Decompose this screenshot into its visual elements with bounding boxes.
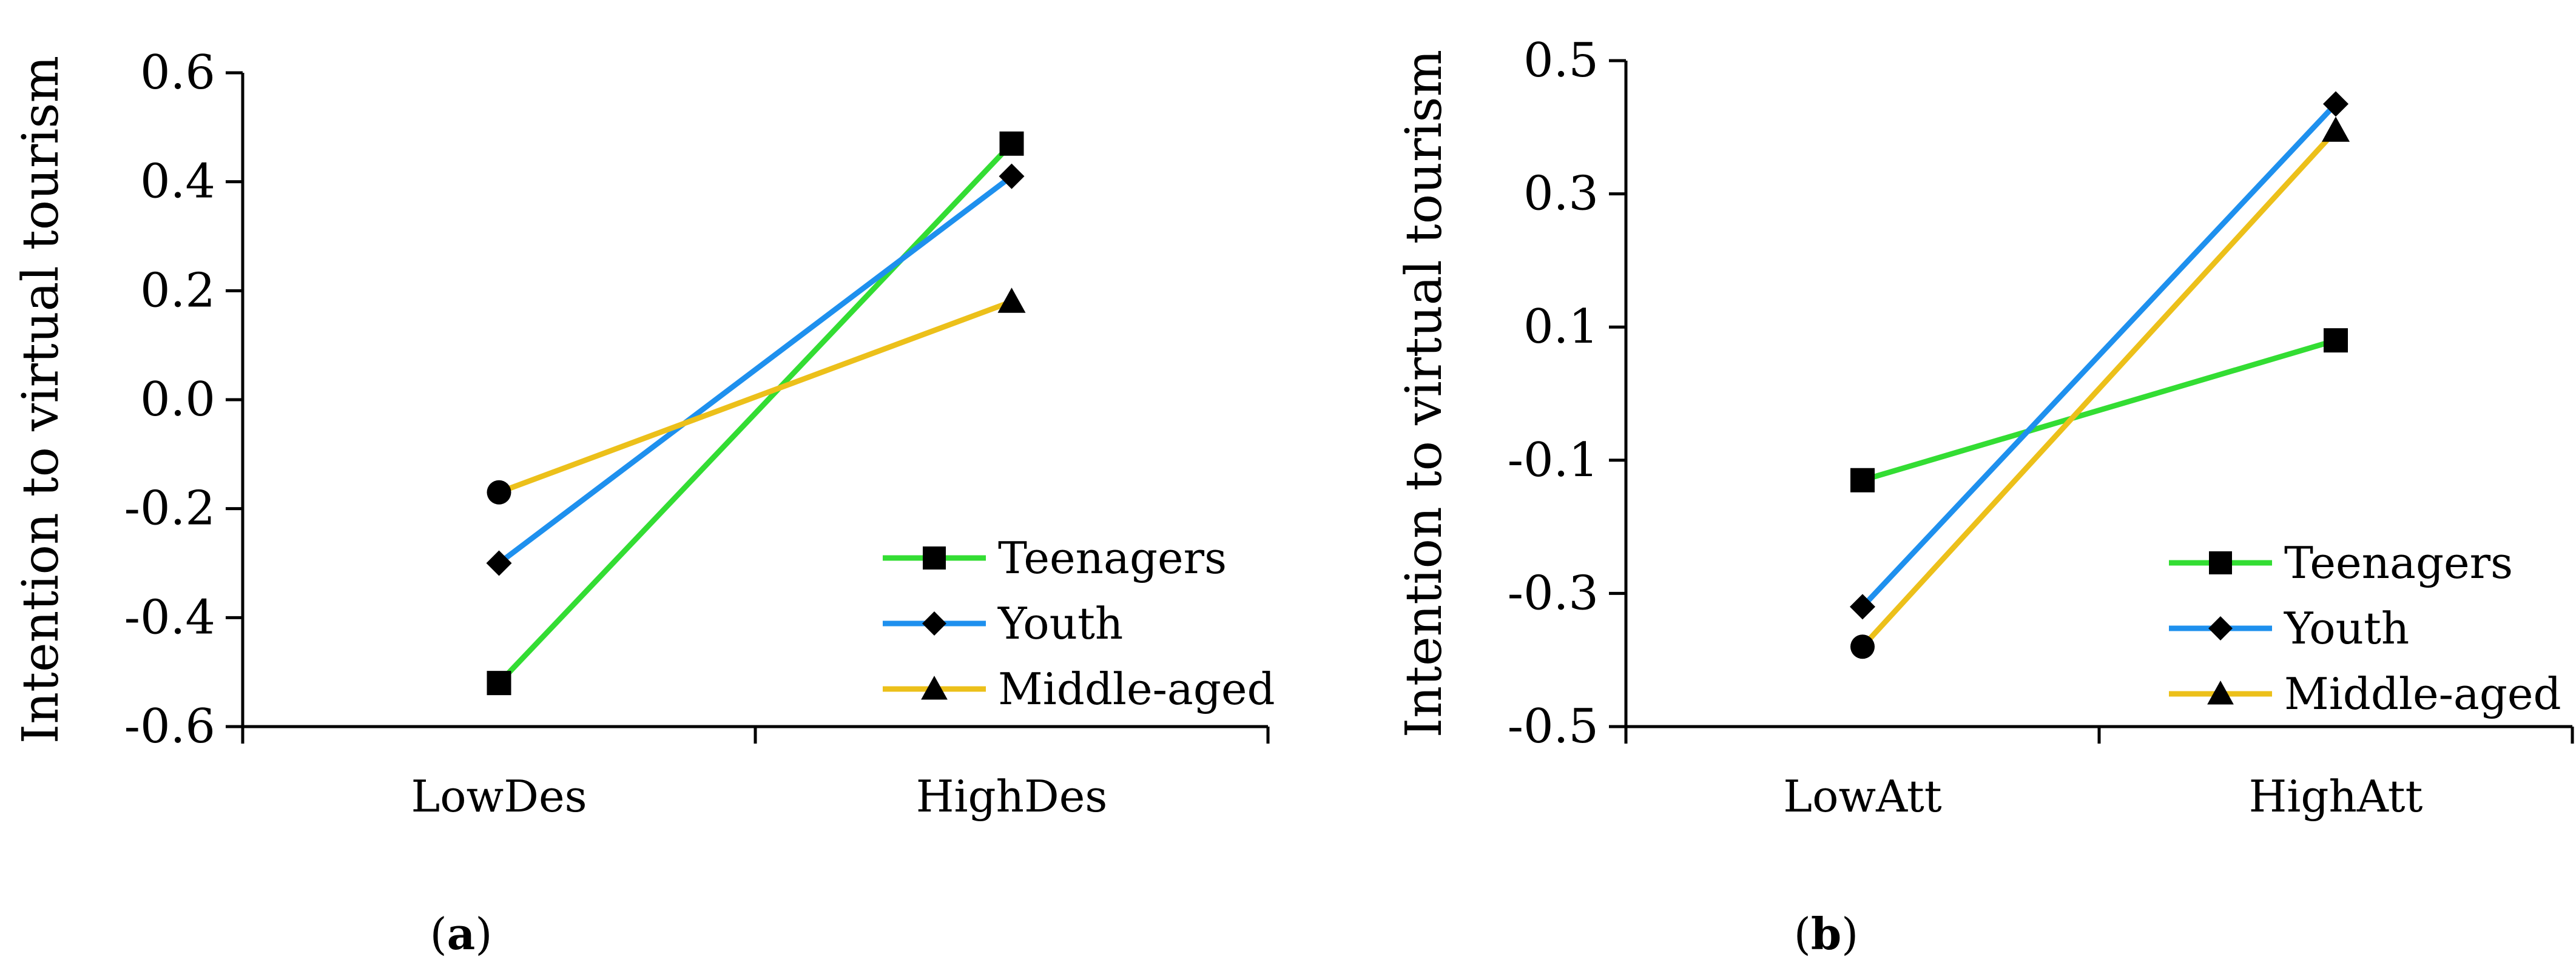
panel-b-point-middle_aged-0	[1850, 634, 1875, 659]
panel-a-point-middle_aged-1	[997, 287, 1026, 313]
panel-b-legend-label-youth: Youth	[2284, 603, 2409, 654]
panel-a-x-tick-label: HighDes	[916, 771, 1108, 822]
panel-a-x-tick-label: LowDes	[411, 771, 587, 822]
panel-b-series-line-middle_aged	[1860, 129, 2338, 649]
panel-b-series-line-teenagers	[1861, 337, 2337, 483]
panel-b-y-tick-label: -0.5	[1508, 699, 1599, 754]
panel-a-caption-letter: a	[447, 908, 476, 960]
panel-b-caption: (b)	[1794, 908, 1859, 960]
panel-a-y-tick-label: -0.2	[124, 482, 215, 536]
panel-a-legend-label-middle_aged: Middle-aged	[998, 664, 1275, 714]
panel-a-point-youth-1	[999, 163, 1025, 189]
chart-panel-a: -0.6 -0.4 -0.2 0.0 0.2 0.4 0.6 LowDes HighDes Int…	[12, 45, 1275, 822]
panel-a-y-tick-label: 0.6	[140, 45, 215, 100]
panel-a-y-axis-title: Intention to virtual tourism	[12, 56, 70, 744]
panel-b-y-tick-label: 0.3	[1523, 167, 1599, 221]
panel-b-legend-marker-teenagers	[2209, 551, 2232, 574]
panel-b-series-line-youth	[1860, 102, 2338, 609]
panel-b-legend-label-middle_aged: Middle-aged	[2284, 668, 2561, 719]
panel-b-legend-marker-middle_aged	[2207, 681, 2234, 705]
panel-a-series-line-youth	[497, 174, 1014, 566]
panel-a-legend-marker-middle_aged	[921, 676, 948, 700]
panel-a-caption: (a)	[430, 908, 493, 960]
panel-a-y-tick-label: -0.4	[124, 590, 215, 645]
panel-b-point-youth-1	[2323, 91, 2348, 117]
panel-b-point-teenagers-0	[1850, 468, 1875, 492]
panel-b-point-youth-0	[1850, 594, 1875, 620]
chart-panel-b: -0.5 -0.3 -0.1 0.1 0.3 0.5 LowAtt HighAtt Intent…	[1395, 33, 2574, 822]
panel-b-y-tick-label: -0.3	[1508, 566, 1599, 620]
panel-b-point-teenagers-1	[2324, 328, 2348, 353]
panel-a-y-tick-label: 0.0	[140, 372, 215, 427]
panel-a-legend-label-youth: Youth	[997, 598, 1123, 649]
panel-b-x-tick-label: LowAtt	[1783, 771, 1941, 822]
panel-b-y-axis-title: Intention to virtual tourism	[1395, 50, 1453, 738]
panel-a-y-tick-label: 0.4	[140, 155, 215, 209]
panel-b-y-tick-label: 0.1	[1523, 300, 1599, 354]
panel-a-legend-label-teenagers: Teenagers	[998, 533, 1227, 583]
panel-b-legend-label-teenagers: Teenagers	[2284, 537, 2513, 588]
panel-a-legend-marker-youth	[922, 611, 946, 636]
panel-b-y-tick-label: 0.5	[1523, 33, 1599, 88]
panel-a-series-line-teenagers	[497, 141, 1014, 685]
panel-a-y-tick-label: -0.6	[124, 699, 215, 754]
panel-b-x-tick-label: HighAtt	[2249, 771, 2423, 822]
panel-a-point-teenagers-0	[487, 671, 511, 696]
panel-a-legend-marker-teenagers	[923, 546, 946, 570]
panel-b-caption-letter: b	[1811, 908, 1841, 960]
panel-b-legend-marker-youth	[2208, 616, 2233, 640]
panel-a-y-tick-label: 0.2	[140, 263, 215, 318]
panel-a-point-youth-0	[486, 550, 512, 576]
panel-a-point-middle_aged-0	[487, 480, 511, 505]
panel-b-y-tick-label: -0.1	[1508, 433, 1599, 488]
panel-b-point-middle_aged-1	[2322, 116, 2350, 142]
panel-a-point-teenagers-1	[999, 131, 1024, 156]
panel-a-series-line-middle_aged	[497, 299, 1013, 495]
